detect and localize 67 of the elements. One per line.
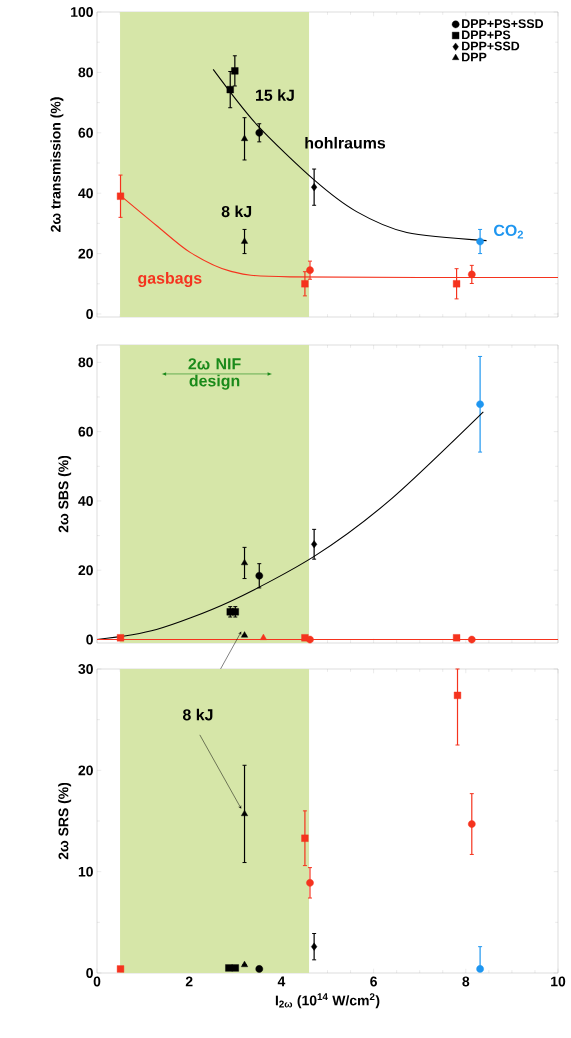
point (259, 633, 267, 640)
point (311, 540, 318, 549)
point (306, 266, 314, 274)
annotation: 15 kJ (256, 89, 294, 101)
point (453, 280, 461, 288)
annotation: hohlraums (305, 136, 386, 149)
y-tick-label: 10 (78, 866, 93, 877)
point (226, 86, 234, 94)
y-tick-label: 20 (78, 248, 93, 259)
x-tick-label: 6 (370, 976, 377, 987)
point (241, 134, 248, 141)
x-tick-label: 10 (551, 976, 566, 987)
point (255, 965, 264, 973)
y-tick-label: 40 (78, 495, 93, 506)
point (116, 192, 125, 200)
y-tick-label: 20 (78, 765, 93, 776)
y-tick-label: 0 (86, 634, 93, 645)
point (241, 960, 248, 967)
y-axis-title: 2ω SRS (%) (58, 782, 72, 860)
point (476, 400, 484, 409)
legend-label: DPP+PS+SSD (462, 19, 544, 29)
point (306, 879, 314, 887)
point (241, 809, 248, 817)
y-tick-label: 60 (78, 127, 93, 138)
point (311, 183, 318, 192)
point (311, 942, 318, 951)
y-tick-label: 80 (78, 357, 93, 368)
x-tick-label: 2 (185, 976, 193, 987)
point (306, 635, 314, 644)
annotation: 8 kJ (221, 205, 252, 218)
x-tick-label: 4 (277, 976, 286, 987)
point (225, 964, 233, 972)
point (301, 280, 309, 288)
y-tick-label: 20 (78, 565, 93, 576)
y-axis-title: 2ω SBS (%) (58, 455, 72, 533)
point (255, 572, 264, 580)
x-axis-title: I$_{2ω}$ (10$^{14}$ W/cm$^{2}$) (275, 993, 380, 1009)
legend-label: DPP+PS (462, 30, 511, 40)
y-tick-label: 40 (78, 188, 93, 199)
point (468, 270, 476, 279)
point (476, 237, 484, 246)
x-tick-label: 0 (93, 976, 101, 987)
point (231, 67, 239, 75)
band-label: 2ω NIF design (188, 358, 241, 390)
y-axis-title: 2ω transmission (%) (50, 97, 64, 232)
point (231, 964, 239, 972)
annotation: gasbags (138, 272, 202, 288)
y-tick-label: 100 (71, 7, 93, 17)
point (116, 634, 125, 642)
point (453, 691, 462, 699)
legend-label: DPP (462, 52, 487, 62)
legend-label: DPP+SSD (462, 41, 520, 51)
y-tick-label: 80 (78, 67, 93, 78)
annotation: 8 kJ (182, 708, 213, 721)
point (255, 129, 264, 137)
y-tick-label: 60 (78, 426, 93, 437)
y-tick-label: 0 (86, 309, 93, 319)
point (468, 820, 476, 828)
point (241, 558, 248, 566)
point (453, 634, 461, 642)
point (468, 635, 476, 644)
annotation: CO$_{2}$ (494, 224, 524, 239)
point (241, 237, 248, 244)
y-tick-label: 0 (86, 968, 93, 978)
y-tick-label: 30 (78, 664, 93, 674)
x-tick-label: 8 (462, 976, 470, 987)
point (301, 834, 309, 842)
